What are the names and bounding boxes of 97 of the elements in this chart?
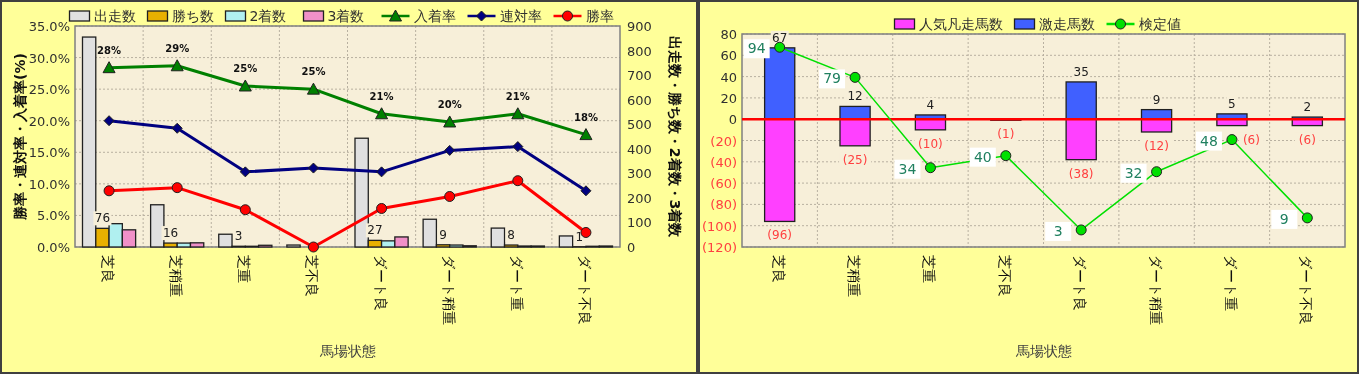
y-tick-label: (80) (710, 197, 737, 213)
data-label: 2 (1303, 100, 1312, 115)
y-tick-label: 35.0% (28, 19, 70, 34)
y2-tick-label: 700 (627, 68, 652, 84)
x-tick-label: 芝良 (770, 255, 787, 283)
y-tick-label: (20) (710, 133, 737, 149)
x-tick-label: 芝稍重 (846, 255, 863, 297)
x-tick-label: 芝稍重 (168, 255, 185, 297)
y-tick-label: 0.0% (36, 240, 70, 255)
legend-label: 勝ち数 (171, 8, 214, 24)
y2-tick-label: 900 (627, 19, 652, 34)
data-label: 25% (233, 62, 258, 74)
legend-label: 激走馬数 (1038, 16, 1095, 32)
y-tick-label: 15.0% (28, 145, 70, 161)
y2-tick-label: 0 (627, 240, 636, 255)
x-tick-label: ダート重 (1222, 255, 1239, 311)
y-tick-label: 25.0% (28, 82, 70, 98)
x-tick-label: 芝不良 (304, 255, 321, 297)
y2-tick-label: 800 (627, 43, 652, 59)
data-label: 1 (575, 229, 584, 244)
y-tick-label: 80 (720, 27, 737, 42)
x-tick-label: ダート良 (372, 255, 389, 311)
data-label: 16 (162, 226, 179, 241)
x-tick-label: ダート不良 (1298, 255, 1315, 325)
data-label: (12) (1144, 138, 1169, 153)
data-label: 76 (94, 211, 111, 226)
data-label: 27 (367, 223, 383, 238)
x-axis-title: 馬場状態 (1014, 343, 1072, 359)
y2-tick-label: 600 (627, 92, 652, 108)
x-tick-label: ダート不良 (576, 255, 593, 325)
data-label: 9 (1279, 210, 1289, 227)
legend-label: 検定値 (1138, 16, 1181, 32)
y-tick-label: (120) (702, 240, 737, 255)
y-tick-label: (60) (710, 176, 737, 192)
legend-label: 入着率 (413, 8, 456, 24)
y-tick-label: (40) (710, 154, 737, 170)
legend-label: 3着数 (327, 8, 365, 24)
data-label: 40 (973, 148, 992, 165)
data-label: 9 (1152, 92, 1161, 107)
x-axis-title: 馬場状態 (318, 343, 376, 359)
x-tick-label: ダート稍重 (1147, 255, 1164, 325)
y-tick-label: 20 (720, 90, 737, 106)
x-tick-label: ダート稍重 (440, 255, 457, 325)
data-label: 25% (301, 66, 326, 78)
data-label: 21% (369, 90, 394, 102)
data-label: 5 (1228, 96, 1236, 111)
y-tick-label: (100) (702, 218, 737, 234)
y-tick-label: 5.0% (36, 208, 70, 224)
y-tick-label: 30.0% (28, 50, 70, 66)
y2-tick-label: 500 (627, 117, 652, 133)
data-label: 21% (505, 90, 530, 102)
data-label: 20% (437, 98, 462, 110)
y-tick-label: 20.0% (28, 113, 70, 129)
data-label: 29% (165, 42, 190, 54)
legend-label: 2着数 (249, 8, 287, 24)
x-tick-label: 芝不良 (996, 255, 1013, 297)
data-label: 94 (747, 40, 766, 57)
data-label: (6) (1298, 132, 1316, 147)
legend-label: 人気凡走馬数 (918, 16, 1003, 32)
data-label: (1) (997, 127, 1015, 142)
data-label: 67 (772, 30, 788, 45)
y2-tick-label: 200 (627, 190, 652, 206)
x-tick-label: ダート良 (1072, 255, 1089, 311)
data-label: (25) (842, 152, 868, 167)
data-label: 12 (847, 89, 863, 104)
y2-tick-label: 100 (627, 215, 652, 231)
x-tick-label: ダート重 (508, 255, 525, 311)
legend-label: 勝率 (585, 8, 614, 24)
y2-tick-label: 400 (627, 141, 652, 157)
data-label: 35 (1073, 64, 1089, 79)
y-tick-label: 40 (720, 69, 737, 85)
data-label: (96) (767, 228, 793, 243)
y2-axis-title: 出走数・勝ち数・2着数・3着数 (667, 35, 683, 239)
data-label: (38) (1068, 166, 1094, 181)
data-label: 79 (823, 70, 841, 87)
data-label: 3 (1053, 222, 1063, 239)
data-label: 4 (926, 97, 935, 112)
y-axis-title: 勝率・連対率・入着率(%) (12, 53, 28, 221)
data-label: (6) (1242, 132, 1260, 147)
y2-tick-label: 300 (627, 166, 652, 182)
x-tick-label: 芝重 (236, 255, 253, 283)
data-label: 48 (1200, 132, 1218, 149)
legend-label: 出走数 (93, 8, 136, 24)
data-label: (10) (918, 136, 943, 151)
data-label: 8 (507, 228, 515, 243)
x-tick-label: 芝良 (100, 255, 117, 283)
data-label: 34 (898, 160, 917, 177)
y-tick-label: 10.0% (28, 176, 70, 192)
legend-label: 連対率 (499, 8, 542, 24)
x-tick-label: 芝重 (921, 255, 938, 283)
y-tick-label: 0 (728, 112, 737, 128)
data-label: 9 (439, 227, 447, 242)
data-label: 3 (234, 229, 243, 244)
data-label: 18% (573, 111, 598, 123)
data-label: 28% (97, 44, 122, 56)
y-tick-label: 60 (720, 48, 737, 64)
data-label: 32 (1124, 164, 1143, 181)
